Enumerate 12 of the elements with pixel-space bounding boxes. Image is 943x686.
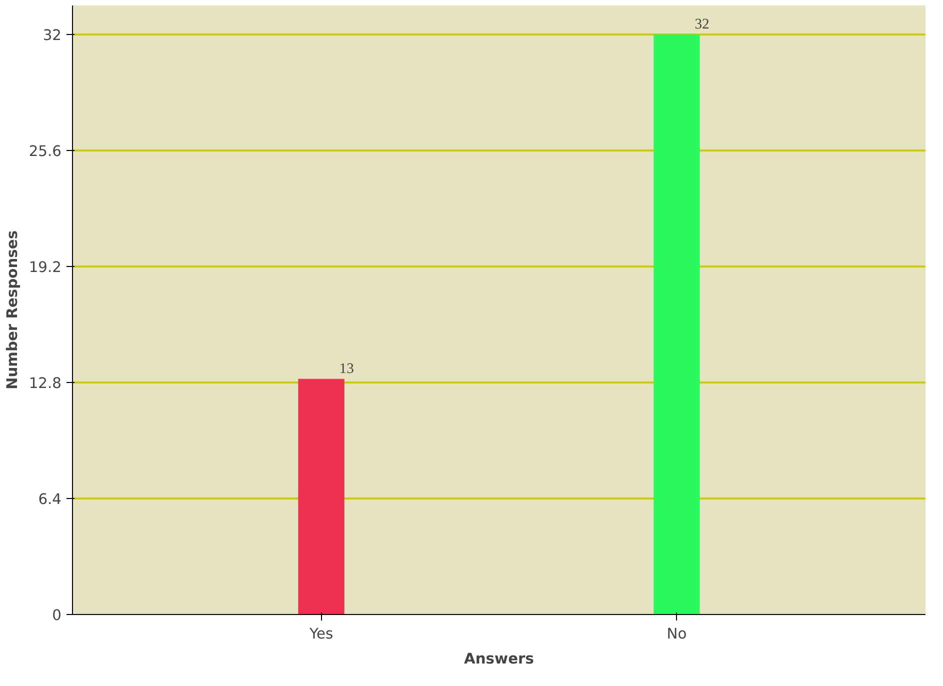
y-axis-title: Number Responses — [4, 230, 21, 390]
y-tick-label: 6.4 — [38, 491, 62, 508]
x-axis-title: Answers — [464, 650, 534, 668]
y-tick-label: 32 — [42, 27, 62, 44]
y-tick-label: 0 — [52, 607, 62, 624]
y-tick-label: 25.6 — [28, 143, 62, 160]
data-label: 32 — [694, 16, 710, 32]
y-tick-label: 12.8 — [28, 375, 62, 392]
x-tick-label: No — [666, 626, 687, 642]
y-tick-label: 19.2 — [28, 259, 62, 276]
data-label: 13 — [339, 360, 354, 377]
x-tick-label: Yes — [308, 626, 334, 642]
